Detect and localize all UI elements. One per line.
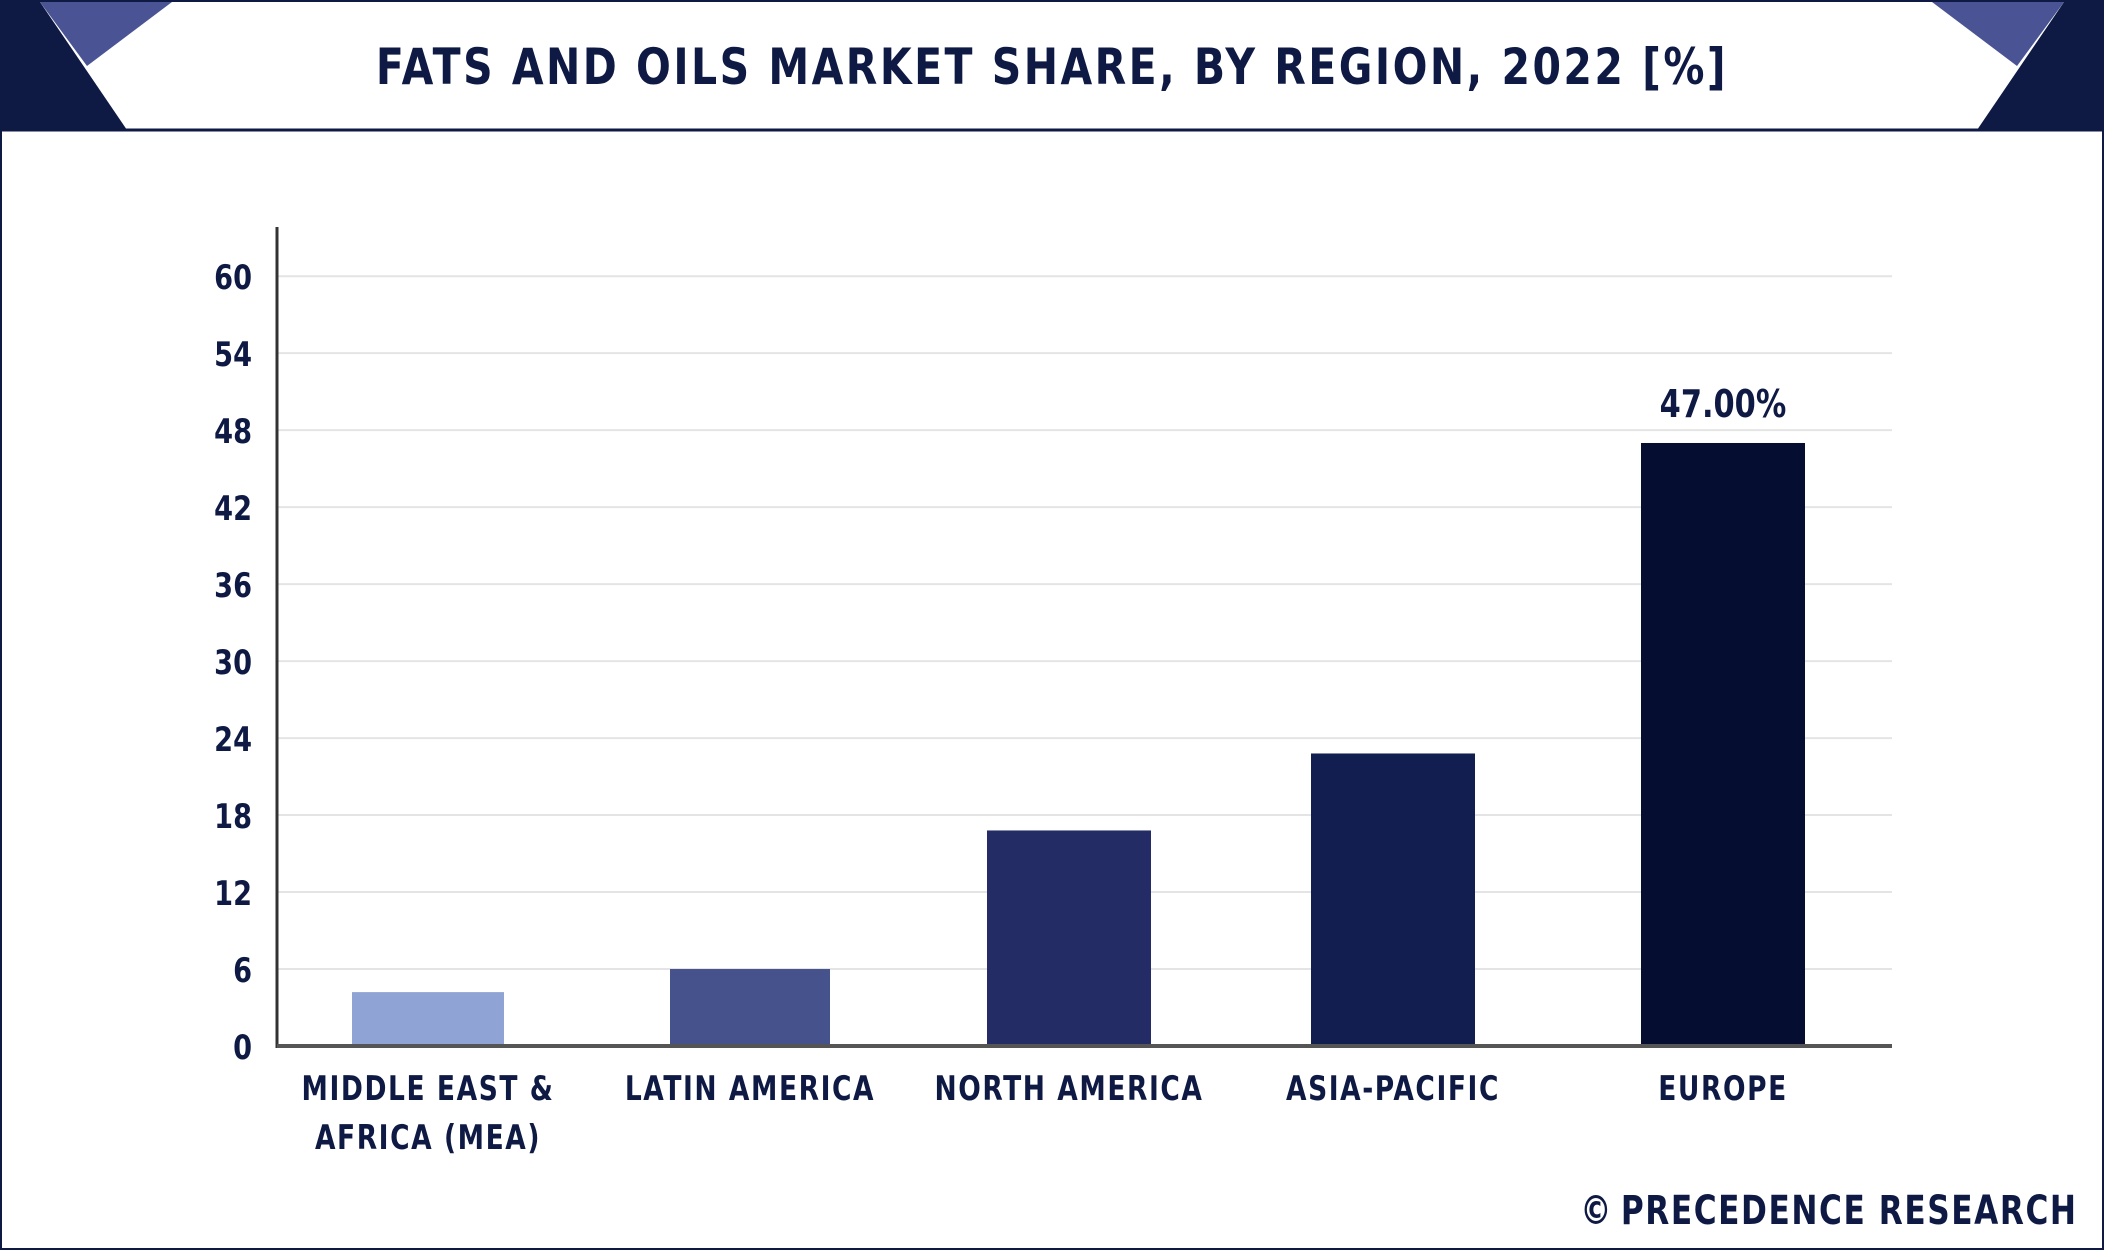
y-tick-label: 36 bbox=[214, 566, 252, 606]
bar bbox=[987, 830, 1151, 1044]
y-tick-label: 24 bbox=[214, 720, 252, 760]
y-tick-label: 6 bbox=[233, 951, 252, 991]
y-tick-label: 30 bbox=[214, 643, 252, 683]
y-tick-label: 18 bbox=[214, 797, 252, 837]
x-tick-label: EUROPE bbox=[1658, 1070, 1788, 1109]
bar bbox=[670, 969, 830, 1044]
y-tick-label: 48 bbox=[214, 412, 252, 452]
x-tick-label: MIDDLE EAST & bbox=[302, 1070, 555, 1109]
bar bbox=[1641, 442, 1805, 1044]
y-tick-label: 0 bbox=[233, 1028, 252, 1068]
chart-title: FATS AND OILS MARKET SHARE, BY REGION, 2… bbox=[375, 38, 1729, 96]
bar bbox=[1311, 753, 1475, 1044]
x-tick-label: AFRICA (MEA) bbox=[315, 1119, 541, 1158]
x-tick-label: NORTH AMERICA bbox=[934, 1070, 1203, 1109]
x-tick-label: ASIA-PACIFIC bbox=[1286, 1070, 1500, 1109]
data-label: 47.00% bbox=[1660, 383, 1787, 427]
bar bbox=[352, 992, 504, 1044]
y-tick-label: 54 bbox=[214, 335, 252, 375]
y-tick-label: 12 bbox=[214, 874, 252, 914]
copyright-icon: © bbox=[1580, 1188, 1614, 1234]
x-tick-label: LATIN AMERICA bbox=[625, 1070, 875, 1109]
y-tick-label: 60 bbox=[214, 258, 252, 298]
corner-right-dark bbox=[1977, 2, 2102, 130]
brand-watermark: © PRECEDENCE RESEARCH bbox=[1581, 1188, 2078, 1234]
y-tick-label: 42 bbox=[214, 489, 252, 529]
corner-left-dark bbox=[2, 2, 127, 130]
brand-name: PRECEDENCE RESEARCH bbox=[1621, 1188, 2078, 1234]
header-banner bbox=[2, 2, 2102, 132]
corner-right-light bbox=[1932, 2, 2064, 66]
corner-left-light bbox=[40, 2, 172, 66]
